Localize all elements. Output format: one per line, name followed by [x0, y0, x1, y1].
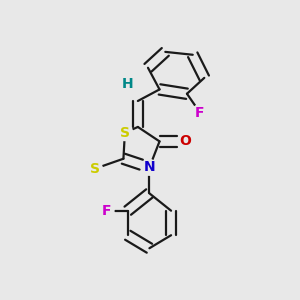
Text: N: N [144, 160, 155, 174]
Circle shape [117, 125, 133, 140]
Text: F: F [195, 106, 205, 119]
Circle shape [192, 105, 208, 120]
Text: H: H [122, 76, 134, 91]
Circle shape [178, 134, 193, 149]
Circle shape [120, 76, 136, 92]
Circle shape [142, 160, 157, 175]
Text: O: O [180, 134, 191, 148]
Text: S: S [120, 126, 130, 140]
Text: F: F [101, 204, 111, 218]
Text: S: S [90, 162, 100, 176]
Circle shape [87, 161, 102, 177]
Circle shape [98, 203, 114, 218]
